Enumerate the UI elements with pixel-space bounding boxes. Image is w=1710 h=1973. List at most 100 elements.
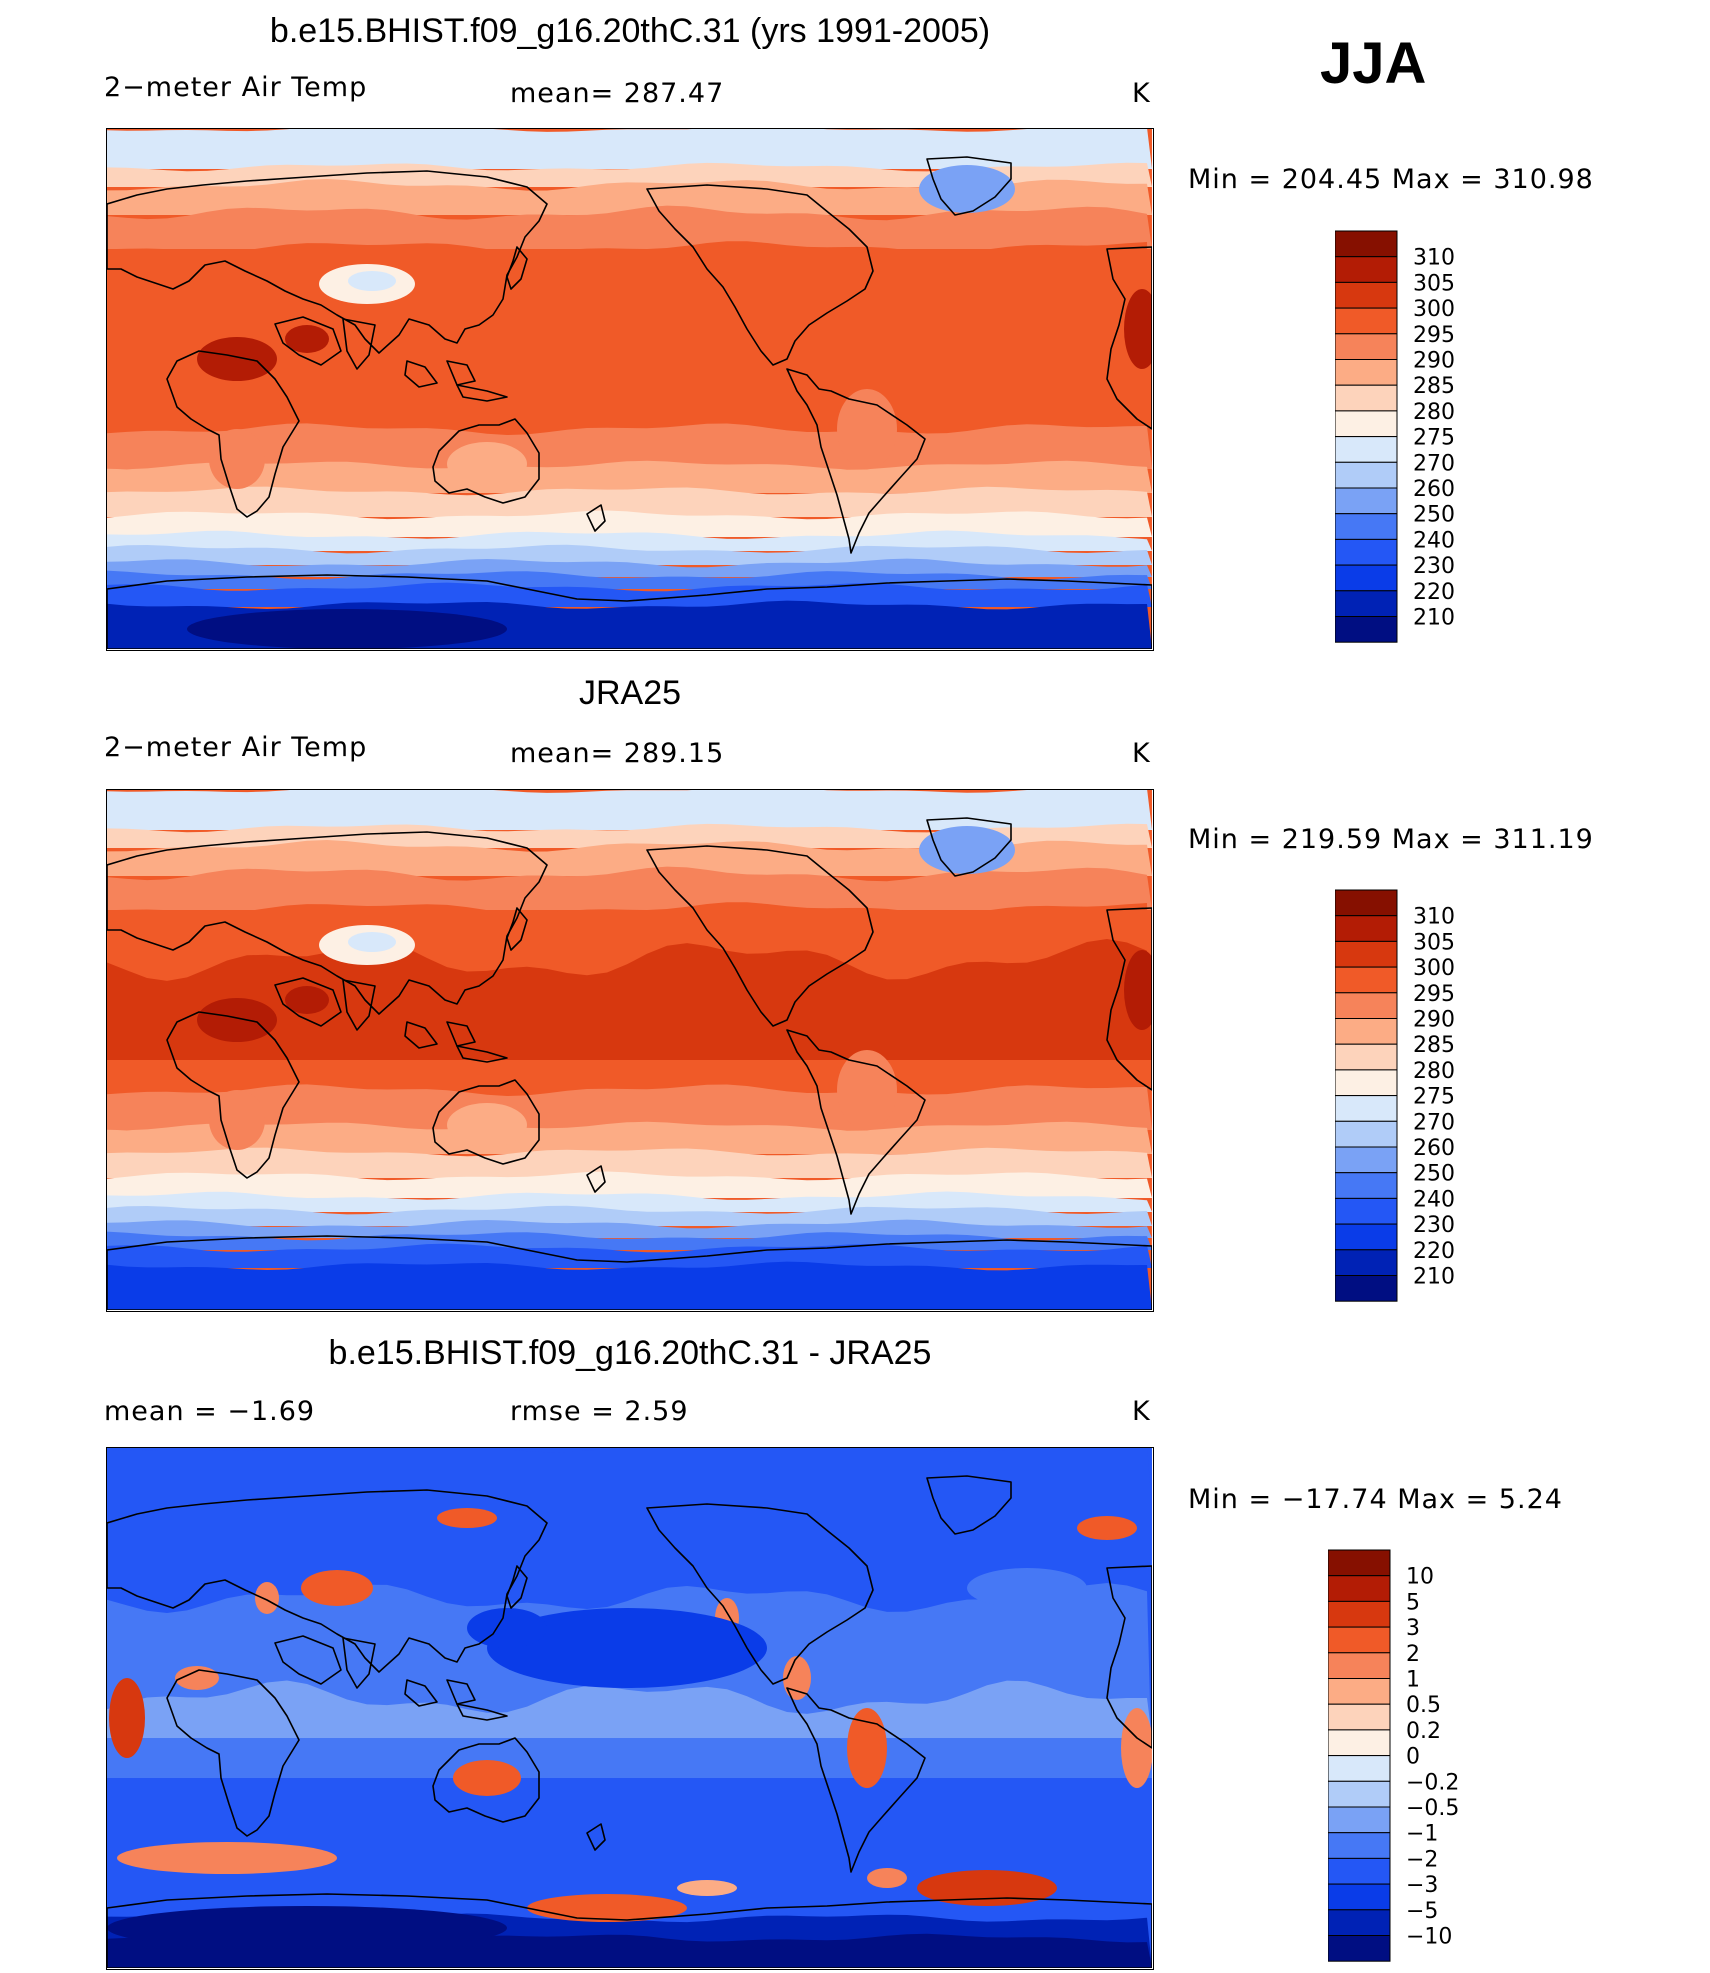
coastline bbox=[166, 1669, 300, 1837]
field-band bbox=[107, 241, 1152, 437]
coastline bbox=[926, 1475, 1012, 1535]
field-band bbox=[107, 179, 1152, 215]
model-colorbar-box bbox=[1334, 230, 1398, 258]
field-band bbox=[107, 1243, 1152, 1268]
coastline bbox=[342, 979, 376, 1031]
panel-title: b.e15.BHIST.f09_g16.20thC.31 (yrs 1991-2… bbox=[269, 12, 991, 50]
coastline bbox=[107, 170, 548, 354]
model-colorbar-box bbox=[1334, 281, 1398, 309]
negative-anomaly bbox=[107, 1906, 507, 1950]
positive-anomaly bbox=[301, 1570, 373, 1606]
model-colorbar-box bbox=[1334, 410, 1398, 438]
jra25-colorbar-tick: 270 bbox=[1413, 1110, 1455, 1135]
map-difference-temperature bbox=[106, 1447, 1154, 1970]
jra25-colorbar-tick: 300 bbox=[1413, 956, 1455, 981]
field-band bbox=[107, 1448, 1152, 1508]
positive-anomaly bbox=[527, 1894, 687, 1922]
coastline bbox=[786, 1687, 926, 1873]
diff-colorbar-box bbox=[1327, 1780, 1391, 1808]
positive-anomaly bbox=[1121, 1708, 1152, 1788]
positive-anomaly bbox=[117, 1842, 337, 1874]
minmax-label: Min = 219.59 Max = 311.19 bbox=[1188, 824, 1594, 855]
jra25-colorbar-tick: 275 bbox=[1413, 1085, 1455, 1110]
diff-colorbar-tick: 1 bbox=[1406, 1668, 1420, 1693]
field-band bbox=[107, 840, 1152, 876]
field-band bbox=[107, 1191, 1152, 1212]
model-colorbar-box bbox=[1334, 359, 1398, 386]
jra25-colorbar-box bbox=[1334, 1223, 1398, 1251]
model-colorbar-tick: 280 bbox=[1413, 400, 1455, 425]
jra25-colorbar-box bbox=[1334, 992, 1398, 1020]
diff-colorbar-box bbox=[1327, 1909, 1391, 1936]
diff-colorbar-box bbox=[1327, 1935, 1391, 1962]
diff-colorbar-box bbox=[1327, 1703, 1391, 1731]
coastline bbox=[586, 1823, 606, 1851]
jra25-colorbar-tick: 260 bbox=[1413, 1136, 1455, 1161]
south-america-patch bbox=[837, 389, 897, 469]
field-band bbox=[107, 1147, 1152, 1178]
diff-colorbar-box bbox=[1327, 1600, 1391, 1628]
coastline bbox=[342, 318, 376, 370]
coastline bbox=[107, 1235, 1152, 1310]
field-band bbox=[107, 939, 1152, 1060]
model-colorbar-box bbox=[1334, 256, 1398, 283]
arabia-hot-patch bbox=[285, 325, 329, 353]
coastline bbox=[432, 1737, 540, 1823]
unit-label: K bbox=[1132, 738, 1151, 769]
jra25-colorbar-tick: 305 bbox=[1413, 930, 1455, 955]
coastline bbox=[586, 1165, 606, 1193]
n-africa-hot-patch bbox=[1124, 289, 1152, 369]
field-band bbox=[107, 460, 1152, 493]
coastline bbox=[506, 246, 528, 290]
diff-colorbar-box bbox=[1327, 1729, 1391, 1757]
diff-colorbar-tick: 3 bbox=[1406, 1616, 1420, 1641]
rmse-label: rmse = 2.59 bbox=[510, 1396, 689, 1427]
positive-anomaly bbox=[1077, 1516, 1137, 1540]
field-band bbox=[107, 1261, 1152, 1310]
jra25-colorbar-box bbox=[1334, 1120, 1398, 1148]
model-colorbar-box bbox=[1334, 307, 1398, 335]
model-colorbar-tick: 220 bbox=[1413, 580, 1455, 605]
jra25-colorbar-box bbox=[1334, 940, 1398, 968]
season-label: JJA bbox=[1320, 31, 1427, 96]
australia-patch bbox=[447, 1103, 527, 1147]
model-colorbar-box bbox=[1334, 461, 1398, 489]
model-colorbar-box bbox=[1334, 487, 1398, 515]
diff-colorbar-box bbox=[1327, 1652, 1391, 1680]
greenland-cold-patch bbox=[919, 165, 1015, 213]
diff-colorbar-tick: −5 bbox=[1406, 1899, 1438, 1924]
jra25-colorbar-box bbox=[1334, 1069, 1398, 1097]
coastline bbox=[446, 1021, 476, 1047]
positive-anomaly bbox=[847, 1708, 887, 1788]
sahara-hot-patch bbox=[197, 998, 277, 1042]
diff-colorbar-tick: −0.2 bbox=[1406, 1770, 1459, 1795]
diff-colorbar-tick: −1 bbox=[1406, 1822, 1438, 1847]
model-colorbar-tick: 295 bbox=[1413, 323, 1455, 348]
field-band bbox=[107, 162, 1152, 187]
jra25-colorbar-tick: 280 bbox=[1413, 1059, 1455, 1084]
coastline bbox=[274, 977, 342, 1027]
negative-anomaly bbox=[967, 1568, 1087, 1608]
coastline bbox=[586, 504, 606, 532]
minmax-label: Min = 204.45 Max = 310.98 bbox=[1188, 164, 1594, 195]
jra25-colorbar-tick: 285 bbox=[1413, 1033, 1455, 1058]
jra25-colorbar-box bbox=[1334, 1146, 1398, 1174]
coastline bbox=[646, 845, 874, 1027]
model-colorbar-tick: 300 bbox=[1413, 297, 1455, 322]
diff-colorbar-tick: 0.2 bbox=[1406, 1719, 1441, 1744]
model-colorbar-box bbox=[1334, 333, 1398, 361]
diff-colorbar-tick: −2 bbox=[1406, 1847, 1438, 1872]
model-colorbar-box bbox=[1334, 384, 1398, 412]
field-band bbox=[107, 823, 1152, 848]
model-colorbar-tick: 250 bbox=[1413, 503, 1455, 528]
field-band bbox=[107, 205, 1152, 249]
coastline bbox=[926, 817, 1012, 877]
diff-colorbar-box bbox=[1327, 1857, 1391, 1885]
positive-anomaly bbox=[867, 1868, 907, 1888]
coastline bbox=[166, 350, 300, 518]
diff-colorbar-tick: 0.5 bbox=[1406, 1693, 1441, 1718]
field-band bbox=[107, 790, 1152, 830]
coastline bbox=[107, 574, 1152, 649]
panel-title: b.e15.BHIST.f09_g16.20thC.31 - JRA25 bbox=[328, 1334, 932, 1372]
model-colorbar-tick: 210 bbox=[1413, 606, 1455, 631]
